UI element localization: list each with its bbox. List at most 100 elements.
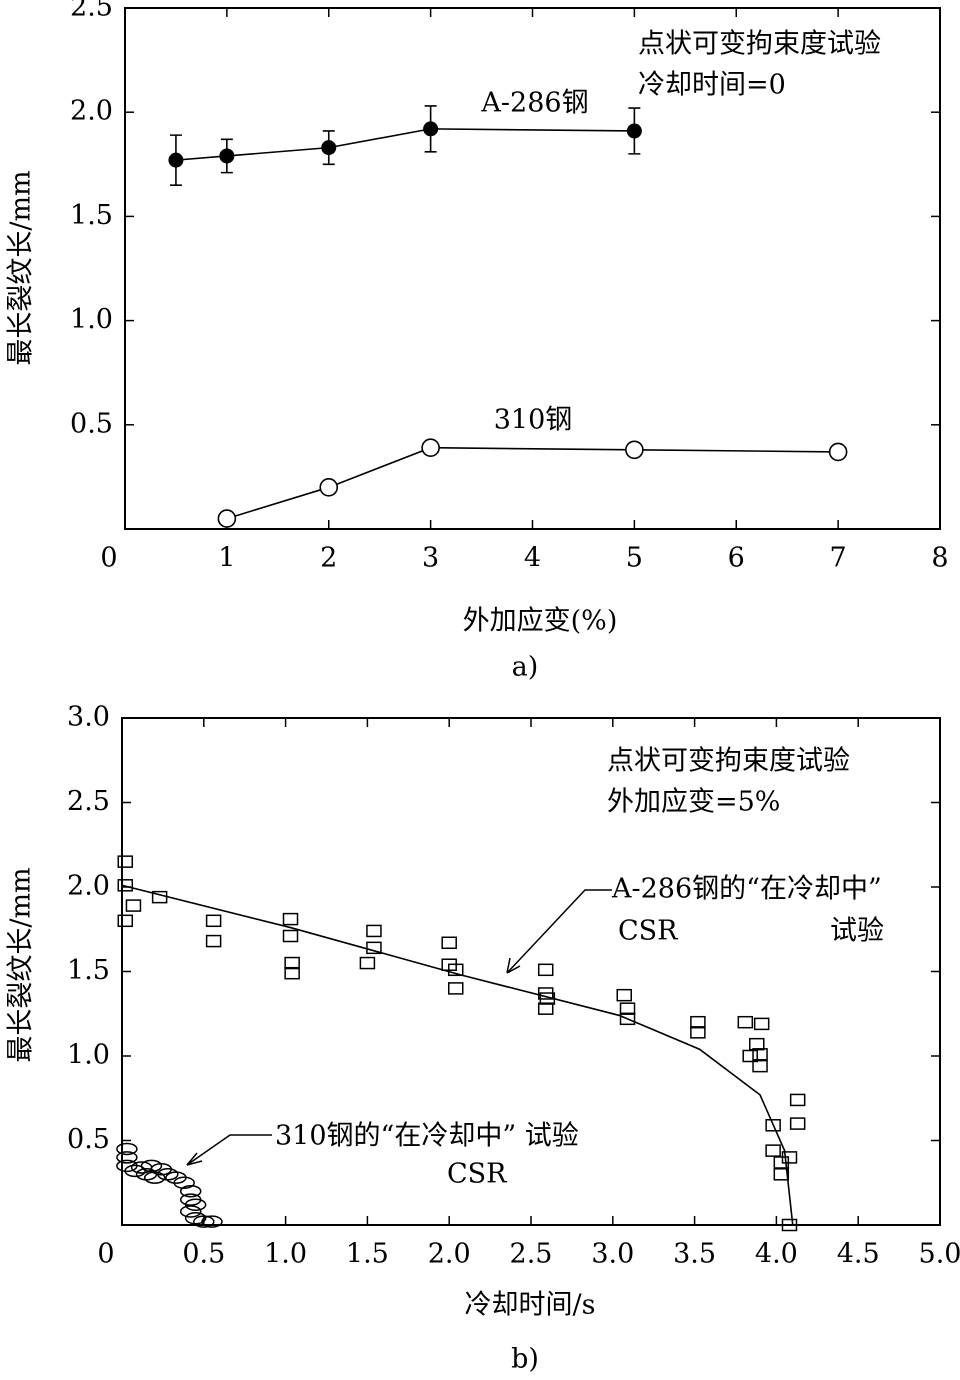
y-tick-label: 2.0 (70, 96, 113, 127)
point (193, 1215, 215, 1228)
point (184, 1198, 207, 1211)
point (828, 442, 848, 462)
point (157, 1168, 179, 1181)
x-tick-label: 3.0 (591, 1239, 634, 1270)
series-line (175, 128, 635, 161)
point (447, 982, 464, 995)
annotation: CSR (447, 1159, 507, 1190)
point (753, 1017, 770, 1031)
arrow-head (506, 957, 521, 974)
point (124, 1164, 146, 1178)
point (423, 121, 439, 137)
annotation: 310钢的“在冷却中” 试验 (275, 1121, 579, 1152)
series-label: A-286钢 (480, 88, 588, 119)
arrow-head (186, 1152, 203, 1166)
point (626, 123, 642, 139)
series-line (226, 446, 839, 520)
y-axis-title: 最长裂纹长/mm (6, 867, 37, 1062)
point (117, 914, 134, 928)
point (366, 941, 382, 955)
point (168, 152, 184, 168)
point (619, 1012, 636, 1026)
annotation: 点状可变拘束度试验 (607, 746, 850, 777)
point (749, 1037, 765, 1051)
point (752, 1059, 768, 1073)
x-tick-label: 1.5 (346, 1239, 389, 1270)
x-tick-label: 4.5 (837, 1239, 880, 1270)
series-line (121, 884, 880, 1226)
point (781, 1151, 798, 1164)
y-axis-title: 最长裂纹长/mm (6, 170, 37, 365)
point (616, 988, 633, 1002)
point (117, 855, 134, 868)
annotation: 冷却时间=0 (638, 70, 786, 101)
x-tick-label: 4.0 (755, 1239, 798, 1270)
point (116, 1142, 138, 1156)
y-tick-label: 3.0 (67, 702, 110, 733)
point (284, 966, 300, 980)
point (143, 1171, 166, 1184)
x-tick-label: 6 (728, 543, 745, 574)
point (441, 936, 457, 950)
point (219, 148, 235, 164)
point (789, 1093, 806, 1107)
y-tick-label: 2.5 (67, 786, 110, 817)
x-tick-label: 0.5 (182, 1239, 225, 1270)
x-axis-title: 外加应变(%) (463, 606, 618, 637)
x-tick-label: 7 (830, 543, 847, 574)
x-tick-label: 3 (422, 543, 439, 574)
caption: b) (511, 1344, 539, 1375)
point (737, 1015, 754, 1029)
point (619, 1002, 636, 1015)
x-tick-label: 5.0 (919, 1239, 960, 1270)
point (447, 963, 464, 977)
y-tick-label: 0.5 (67, 1124, 110, 1155)
y-tick-label: 1.5 (70, 200, 113, 231)
y-tick-label: 0.5 (70, 408, 113, 439)
point (205, 934, 222, 948)
point (359, 956, 376, 970)
x-tick-label: 0 (97, 1239, 114, 1270)
x-tick-label: 3.5 (673, 1239, 716, 1270)
x-tick-label: 2.5 (510, 1239, 553, 1270)
point (752, 1048, 768, 1061)
point (742, 1049, 758, 1063)
arrows (186, 889, 612, 1166)
x-tick-label: 8 (931, 543, 948, 574)
y-tick-label: 2.5 (70, 0, 113, 23)
point (319, 478, 339, 497)
point (625, 440, 644, 460)
point (321, 140, 337, 156)
point (179, 1184, 202, 1198)
point (217, 509, 237, 528)
annotation: 外加应变=5% (607, 787, 780, 818)
point (421, 438, 440, 458)
point (773, 1168, 790, 1181)
y-tick-label: 1.0 (67, 1040, 110, 1071)
x-tick-label: 2 (320, 543, 337, 574)
plot-frame (124, 7, 941, 530)
point (537, 1002, 554, 1015)
point (201, 1215, 223, 1228)
x-tick-label: 1.0 (264, 1239, 307, 1270)
point (179, 1205, 202, 1218)
point (205, 914, 222, 928)
point (125, 899, 142, 912)
x-tick-label: 4 (524, 543, 541, 574)
point (690, 1015, 706, 1029)
point (184, 1211, 207, 1225)
arrow (186, 1134, 272, 1166)
annotation: A-286钢的“在冷却中” (611, 874, 882, 905)
point (116, 1151, 138, 1164)
point (789, 1117, 806, 1130)
caption: a) (512, 652, 539, 683)
x-tick-label: 1 (218, 543, 235, 574)
series-label: 310钢 (494, 405, 573, 436)
point (282, 912, 299, 926)
point (537, 963, 554, 977)
x-axis-title: 冷却时间/s (465, 1290, 596, 1321)
x-tick-label: 2.0 (428, 1239, 471, 1270)
y-tick-label: 2.0 (67, 871, 110, 902)
x-tick-label: 5 (626, 543, 643, 574)
